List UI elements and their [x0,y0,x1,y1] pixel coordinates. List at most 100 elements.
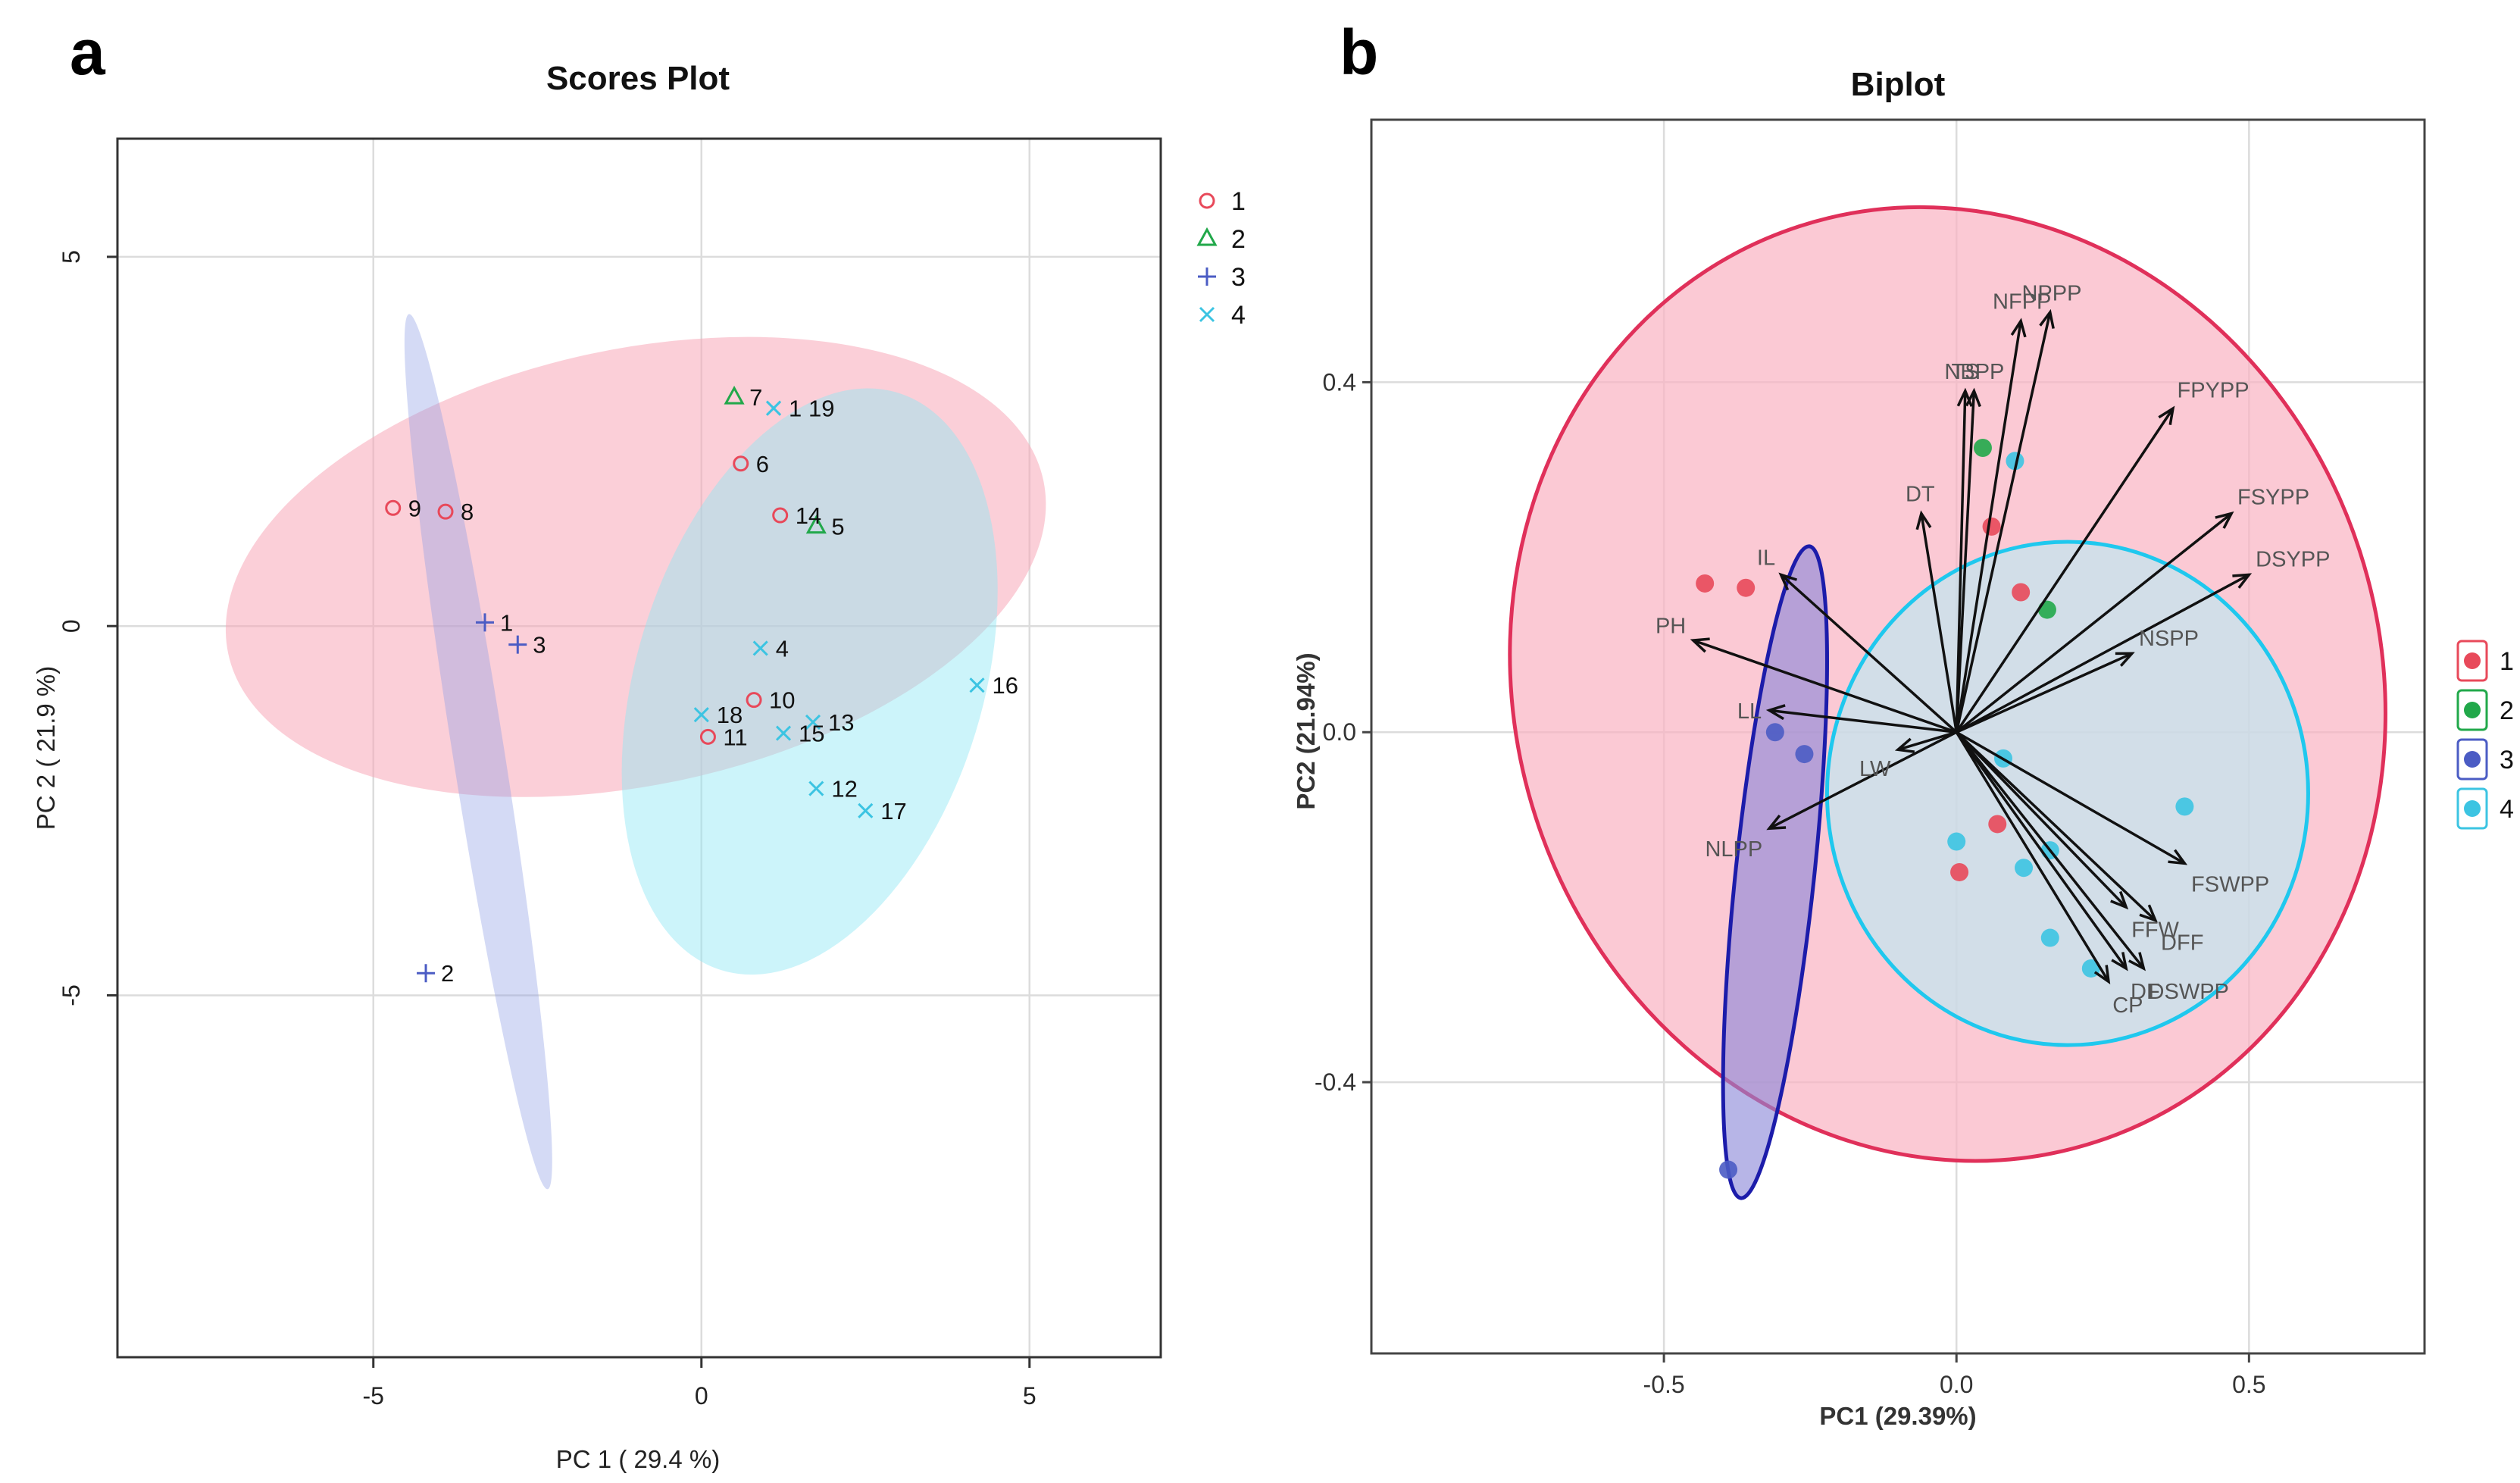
loading-vector-line [1955,390,1976,733]
scores-plot-title: Scores Plot [546,60,730,97]
legend-label: 1 [1231,187,1246,216]
legend-key-dot [2464,702,2481,718]
point-group-3 [417,964,436,983]
scores-legend: 1 2 3 4 [1196,187,1246,330]
point-label: 2 [441,960,454,987]
point-group-1 [1737,578,1756,597]
biplot-x-label: PC1 (29.39%) [1819,1402,1976,1430]
legend-label: 2 [1231,225,1246,254]
vector-label: PH [1656,615,1686,639]
panel-letter-a: a [70,17,106,88]
point-group-4 [2015,859,2034,878]
point-group-2 [2037,600,2056,619]
point-label: 15 [799,721,824,747]
scores-plot-frame [116,137,1162,1359]
scores-y-label: PC 2 ( 21.9 %) [32,666,60,830]
legend-key-box [2456,738,2488,781]
loading-vector-line [1955,731,2145,970]
loading-vector-line [1955,390,1967,733]
point-label: 3 [533,632,546,659]
vector-label: DT [1906,483,1935,507]
loading-vector-arrowhead [1765,704,1786,721]
point-label: 6 [756,451,769,477]
loading-vector-line [1955,731,2128,969]
point-label: 16 [993,672,1018,699]
point-group-1 [772,507,789,524]
loading-vector-arrowhead [2158,405,2175,426]
ellipse-group-4 [621,388,998,975]
x-tick-label: 0.0 [1940,1371,1973,1398]
y-tick-label: -0.4 [1315,1068,1356,1096]
vector-label: FSWPP [2191,872,2269,896]
vector-label: IL [1757,546,1775,571]
point-label: 4 [776,635,789,662]
vector-label: NSPP [2139,627,2199,651]
point-group-4 [765,400,782,416]
point-group-4 [693,707,709,723]
x-tick-label: -5 [363,1382,384,1409]
loading-vector-line [1897,731,1957,751]
point-group-3 [1719,1160,1738,1179]
point-group-1 [1950,862,1969,881]
point-group-3 [475,613,494,632]
loading-vector-line [1768,709,1957,734]
point-group-4 [1947,832,1966,851]
point-label: 5 [831,514,844,540]
vector-label: DF [2131,980,2160,1004]
legend-key-box [2456,787,2488,830]
x-tick-label: 5 [1023,1382,1036,1409]
vector-label: NFPP [1993,290,2051,314]
point-group-1 [733,455,749,472]
scores-y-ticks: 5 0 -5 [58,250,117,1006]
point-group-4 [775,725,792,741]
point-group-4 [2040,928,2059,947]
point-group-2 [1196,227,1218,246]
point-group-4 [752,640,768,656]
vector-label: NLPP [1705,837,1762,862]
legend-key-box [2456,689,2488,731]
point-group-3 [1765,723,1784,742]
vector-label: NPPP [2021,281,2081,305]
loading-vector-arrowhead [1894,737,1915,753]
point-group-1 [1988,815,2007,834]
legend-key-dot [2464,751,2481,768]
point-group-4 [805,714,821,730]
point-group-1 [699,728,716,745]
point-label: 12 [831,776,857,803]
point-label: 14 [796,502,821,529]
y-tick-label: 5 [58,250,85,264]
point-group-1 [385,499,402,516]
point-group-4 [1199,306,1215,323]
loading-vector-arrowhead [2093,965,2111,984]
biplot-frame [1370,118,2426,1355]
x-tick-label: 0.5 [2232,1371,2265,1398]
scores-x-ticks: -5 0 5 [363,1357,1036,1409]
loading-vector-line [1768,731,1958,830]
point-label: 18 [717,702,743,728]
point-group-1 [2012,583,2031,602]
scores-ellipses [225,314,1046,1190]
loading-vector-line [1955,408,2175,734]
vector-label: FSYPP [2237,485,2309,509]
point-label: 1 [789,396,802,422]
ellipse-group-1 [225,336,1046,797]
biplot-title: Biplot [1851,66,1946,103]
loading-vector-arrowhead [2111,952,2128,971]
point-group-2 [805,515,827,534]
vector-label: TS [1952,360,1980,384]
scores-points [385,385,985,983]
point-group-4 [2006,452,2024,471]
loading-vector-line [1956,731,2156,921]
legend-label: 3 [2500,746,2514,774]
loading-vector-arrowhead [2232,573,2253,589]
loading-vector-arrowhead [2110,890,2129,910]
biplot-loading-vectors [1690,308,2253,984]
loading-vector-arrowhead [1915,510,1932,530]
x-tick-label: 0 [695,1382,708,1409]
y-tick-label: 0 [58,619,85,633]
vector-label: CP [2112,993,2143,1018]
